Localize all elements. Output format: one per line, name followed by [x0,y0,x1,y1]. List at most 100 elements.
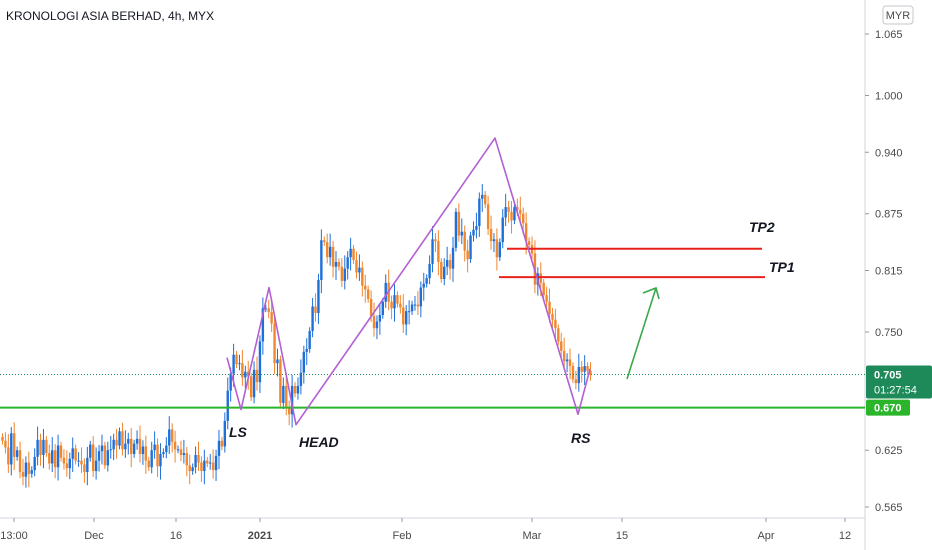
candle-body [293,385,297,394]
y-tick-label: 0.625 [875,445,903,457]
candle-body [296,385,300,394]
candle-body [24,462,28,477]
candle-body [42,439,45,455]
bar-countdown: 01:27:54 [874,385,917,397]
candle-body [460,231,463,236]
candle-body [554,319,557,329]
candle-body [229,373,232,391]
candle-body [249,376,253,398]
candle-body [562,350,566,362]
support-value: 0.670 [874,403,902,415]
candle-body [159,454,162,467]
x-axis[interactable]: 13:00 Dec 16 2021 Feb Mar 15 Apr 12 [0,518,851,542]
candle-body [226,390,229,421]
candle-body [419,287,423,307]
chart-title: KRONOLOGI ASIA BERHAD, 4h, MYX [6,9,214,23]
candle-body [516,207,519,210]
candle-body [273,323,276,364]
candle-body [211,462,215,471]
candle-body [89,444,92,458]
y-tick-label: 1.065 [875,29,903,41]
candle-body [381,301,384,315]
candle-body [112,439,115,450]
x-tick-label: 2021 [248,530,272,542]
candle-body [331,246,335,267]
candle-body [62,457,66,464]
candle-body [416,304,420,307]
candle-body [235,354,238,365]
candle-body [59,445,63,458]
y-tick-label: 0.750 [875,327,903,339]
candle-body [217,440,221,456]
candle-body [308,331,311,350]
candle-body [410,304,414,312]
candle-body [1,436,4,441]
candle-body [557,328,560,342]
candle-body [361,267,364,286]
candle-body [109,449,112,451]
projection-arrow[interactable] [626,287,657,380]
candle-body [352,248,355,261]
candle-body [445,260,449,267]
y-axis[interactable]: 1.065 1.000 0.940 0.875 0.815 0.750 0.625 0.565… [865,29,932,514]
candle-body [68,458,71,469]
candle-body [431,239,434,264]
candle-body [103,445,107,466]
candle-body [355,260,358,273]
projection-arrow-head [642,286,660,300]
candle-body [369,298,373,316]
candle-body [334,261,338,267]
candle-body [27,462,31,474]
candle-body [200,462,203,472]
candle-body [282,385,285,403]
candle-body [36,439,39,457]
candle-body [577,366,580,384]
candle-body [472,229,475,236]
candle-body [185,453,188,466]
candle-body [527,241,531,245]
x-tick-label: 13:00 [0,530,28,542]
candle-body [390,301,393,309]
x-tick-label: Dec [84,530,104,542]
candle-body [434,239,437,242]
candle-body [191,467,194,472]
candle-body [127,438,130,444]
candle-body [437,241,440,262]
candle-body [396,295,399,304]
candle-body [451,247,455,269]
candle-body [548,301,551,315]
head-shoulders-pattern[interactable] [226,137,591,426]
annotation-head: HEAD [299,434,339,450]
candle-body [340,266,344,281]
candle-body [375,321,379,329]
overlay-lines [0,137,865,426]
candle-body [481,194,484,199]
candle-body [194,454,197,468]
candle-body [440,261,443,280]
currency-badge[interactable]: MYR [882,5,914,25]
candle-body [77,460,80,462]
candle-body [121,431,124,450]
candle-body [18,450,22,472]
x-tick-label: Apr [757,530,774,542]
candle-body [270,312,273,324]
candle-body [138,438,142,455]
candle-body [314,306,317,314]
candle-body [153,444,156,451]
support-badge [866,399,910,416]
candle-body [448,260,452,269]
candle-body [176,449,180,451]
candle-body [545,295,548,302]
candle-body [203,460,206,472]
candle-body [4,440,7,448]
candle-body [209,462,212,464]
candle-body [238,363,241,365]
candle-body [141,446,145,455]
annotation-ls: LS [229,424,248,440]
candle-body [287,406,291,415]
candle-body [513,207,516,221]
candle-body [384,282,387,302]
candle-body [48,453,51,464]
candle-body [290,385,294,415]
